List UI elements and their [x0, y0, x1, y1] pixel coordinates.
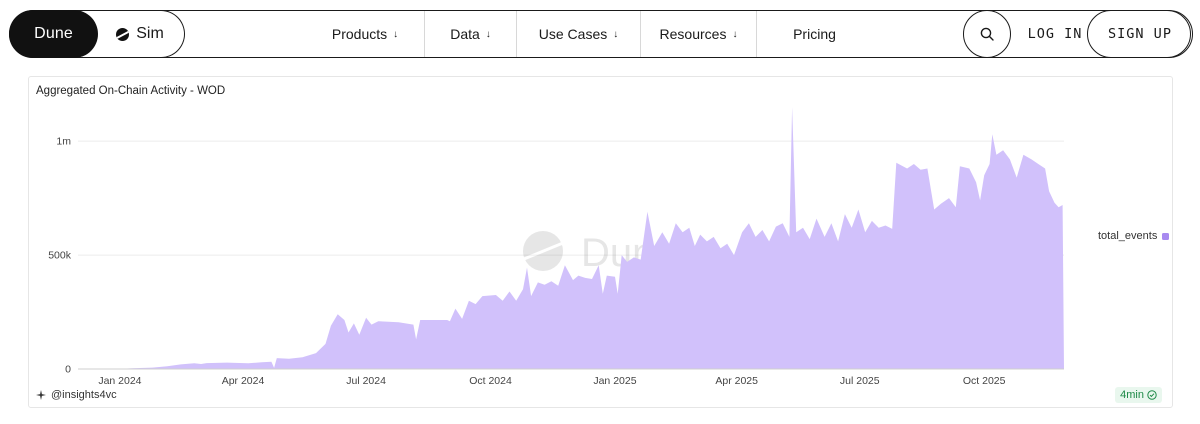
nav-item-label: Products [331, 26, 388, 42]
sim-label: Sim [136, 25, 164, 42]
sim-logo-icon [116, 27, 130, 41]
x-tick-label: Oct 2024 [469, 375, 512, 387]
chevron-down-icon: ↓ [613, 29, 619, 40]
chart-card: 0 500k 1m Dune Jan 2024 Apr 2024 Jul 2024 Oct 2… [28, 76, 1173, 408]
x-tick-label: Apr 2024 [222, 375, 265, 387]
freshness-label: 4min [1120, 389, 1144, 401]
legend[interactable]: total_events [1098, 230, 1170, 242]
search-button[interactable] [963, 10, 1011, 58]
nav-item-products[interactable]: Products ↓ [306, 11, 424, 57]
nav-item-pricing[interactable]: Pricing [756, 11, 872, 57]
x-tick-label: Apr 2025 [715, 375, 758, 387]
series-area-total-events [78, 107, 1064, 369]
y-tick-label: 500k [48, 250, 72, 262]
search-icon [980, 27, 994, 41]
x-tick-label: Jan 2024 [98, 375, 141, 387]
watermark-logo-stripe [523, 241, 564, 261]
legend-swatch [1162, 232, 1170, 240]
nav-item-label: Use Cases [538, 26, 608, 42]
nav-item-label: Resources [659, 26, 727, 42]
chevron-down-icon: ↓ [485, 29, 491, 40]
dune-logo-button[interactable]: Dune [9, 10, 98, 58]
sim-button[interactable]: Sim [96, 10, 185, 58]
y-tick-label: 1m [56, 136, 71, 148]
check-circle-icon [1147, 390, 1157, 400]
author-link[interactable]: @insights4vc [36, 389, 117, 401]
nav-item-data[interactable]: Data ↓ [424, 11, 516, 57]
x-tick-label: Jul 2025 [840, 375, 880, 387]
y-tick-label: 0 [65, 364, 71, 376]
chevron-down-icon: ↓ [732, 29, 738, 40]
nav-item-resources[interactable]: Resources ↓ [640, 11, 756, 57]
nav-item-use-cases[interactable]: Use Cases ↓ [516, 11, 640, 57]
nav-item-label: Data [450, 26, 480, 42]
author-name: @insights4vc [51, 389, 117, 401]
dune-brand-label: Dune [34, 25, 73, 42]
legend-label-total-events: total_events [1098, 230, 1158, 242]
x-tick-label: Jul 2024 [346, 375, 386, 387]
freshness-badge: 4min [1115, 387, 1162, 403]
chart-title: Aggregated On-Chain Activity - WOD [36, 85, 226, 97]
nav-item-label: Pricing [793, 26, 836, 42]
watermark-logo-icon [523, 231, 563, 271]
chevron-down-icon: ↓ [393, 29, 399, 40]
sparkle-icon [36, 390, 46, 400]
x-tick-label: Oct 2025 [963, 375, 1006, 387]
login-button[interactable]: LOG IN [1027, 26, 1083, 42]
signup-button[interactable]: SIGN UP [1087, 10, 1193, 58]
nav-links: Products ↓ Data ↓ Use Cases ↓ Resources ↓ Pricin… [306, 11, 872, 57]
x-tick-label: Jan 2025 [593, 375, 636, 387]
top-nav: Dune Sim Products ↓ Data ↓ Use Cases ↓ Resourc… [9, 10, 1193, 58]
